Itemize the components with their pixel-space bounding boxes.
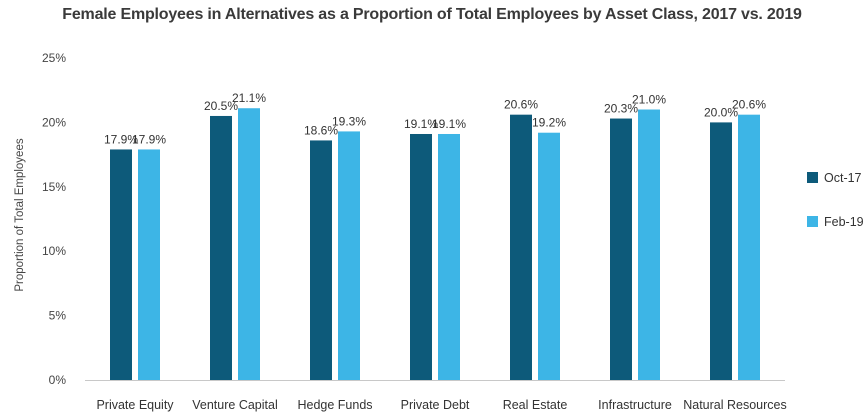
x-tick-label: Venture Capital <box>192 398 277 412</box>
data-label: 19.2% <box>532 116 566 130</box>
data-label: 19.1% <box>404 117 438 131</box>
data-label: 17.9% <box>132 132 166 146</box>
data-label: 21.1% <box>232 91 266 105</box>
x-tick-label: Hedge Funds <box>297 398 372 412</box>
bar <box>738 114 760 380</box>
x-tick-label: Real Estate <box>503 398 568 412</box>
y-tick-label: 5% <box>49 309 67 323</box>
y-tick-label: 25% <box>42 51 66 65</box>
bar <box>310 140 332 380</box>
bar <box>710 122 732 381</box>
legend-label: Oct-17 <box>824 171 862 185</box>
y-tick-label: 15% <box>42 180 66 194</box>
y-tick-label: 0% <box>49 373 67 387</box>
legend-swatch <box>807 172 818 183</box>
bar <box>238 108 260 381</box>
legend-label: Feb-19 <box>824 215 864 229</box>
bar <box>138 149 160 380</box>
bars <box>110 108 760 381</box>
x-tick-label: Infrastructure <box>598 398 672 412</box>
x-tick-label: Private Equity <box>96 398 174 412</box>
data-label: 17.9% <box>104 132 138 146</box>
data-label: 19.1% <box>432 117 466 131</box>
chart-title: Female Employees in Alternatives as a Pr… <box>62 6 802 23</box>
bar <box>610 118 632 380</box>
data-labels: 17.9%17.9% 20.5%21.1% 18.6%19.3% 19.1%19.1%… <box>104 91 766 146</box>
bar <box>338 131 360 380</box>
data-label: 19.3% <box>332 114 366 128</box>
data-label: 20.0% <box>704 105 738 119</box>
data-label: 20.6% <box>504 98 538 112</box>
x-axis: Private Equity Venture Capital Hedge Funds… <box>85 380 787 412</box>
data-label: 20.6% <box>732 98 766 112</box>
data-label: 20.5% <box>204 99 238 113</box>
bar <box>638 109 660 381</box>
y-axis: 0% 5% 10% 15% 20% 25% <box>42 51 66 387</box>
y-tick-label: 10% <box>42 244 66 258</box>
x-tick-label: Private Debt <box>401 398 470 412</box>
bar <box>210 115 232 381</box>
y-tick-label: 20% <box>42 115 66 129</box>
x-tick-label: Natural Resources <box>683 398 787 412</box>
bar <box>538 132 560 380</box>
bar <box>510 114 532 380</box>
bar <box>438 133 460 380</box>
data-label: 21.0% <box>632 93 666 107</box>
legend-swatch <box>807 216 818 227</box>
data-label: 20.3% <box>604 102 638 116</box>
data-label: 18.6% <box>304 123 338 137</box>
y-axis-title: Proportion of Total Employees <box>14 138 26 291</box>
legend: Oct-17 Feb-19 <box>807 171 864 229</box>
bar <box>110 149 132 380</box>
bar <box>410 133 432 380</box>
